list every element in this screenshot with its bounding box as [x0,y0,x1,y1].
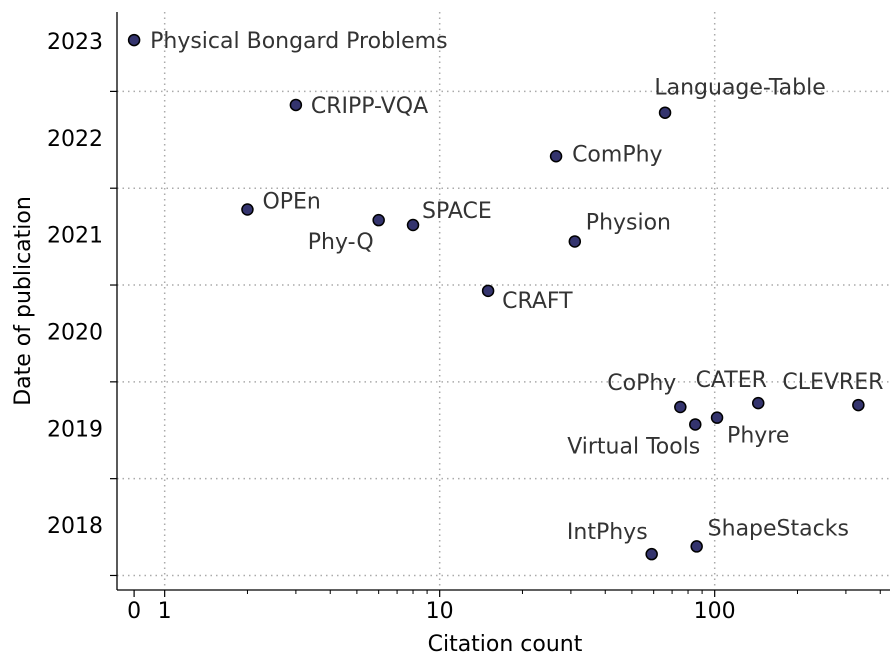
point-label: Language-Table [654,76,825,101]
point-label: SPACE [422,199,492,224]
x-tick-label: 10 [426,599,454,624]
point-label: OPEn [262,190,320,215]
x-axis-label: Citation count [428,632,583,657]
point [710,411,724,424]
y-tick-label: 2021 [47,224,103,249]
point-label: ShapeStacks [708,516,849,541]
point [645,547,658,561]
point [549,150,563,163]
y-tick-label: 2022 [47,127,103,152]
point-label: CRIPP-VQA [311,94,428,119]
y-tick-label: 2018 [47,514,103,539]
point-label: IntPhys [567,520,648,545]
y-axis-label: Date of publication [11,196,36,406]
x-tick-label: 1 [158,599,172,624]
y-tick-label: 2020 [47,320,103,345]
point-label: ComPhy [572,142,662,167]
point [674,400,687,414]
point [658,106,672,119]
point-label: Phyre [727,424,789,449]
x-tick-label: 100 [694,599,736,624]
point-label: CRAFT [502,289,573,314]
point [289,98,303,112]
point [690,540,703,553]
point [751,396,765,410]
point [241,203,254,216]
point-label: Physical Bongard Problems [150,29,447,54]
x-tick-label: 0 [127,599,141,624]
point [852,398,865,412]
point [689,418,702,431]
point-label: Physion [586,210,671,235]
point [481,284,495,298]
point-label: CoPhy [607,371,676,396]
point-label: Phy-Q [308,230,374,255]
point-label: Virtual Tools [567,434,700,459]
point [406,218,420,232]
point-label: CATER [696,368,767,393]
y-tick-label: 2023 [47,30,103,55]
point-label: CLEVRER [782,370,883,395]
point [127,33,141,47]
point [568,235,582,248]
y-tick-label: 2019 [47,417,103,442]
point [372,213,385,227]
